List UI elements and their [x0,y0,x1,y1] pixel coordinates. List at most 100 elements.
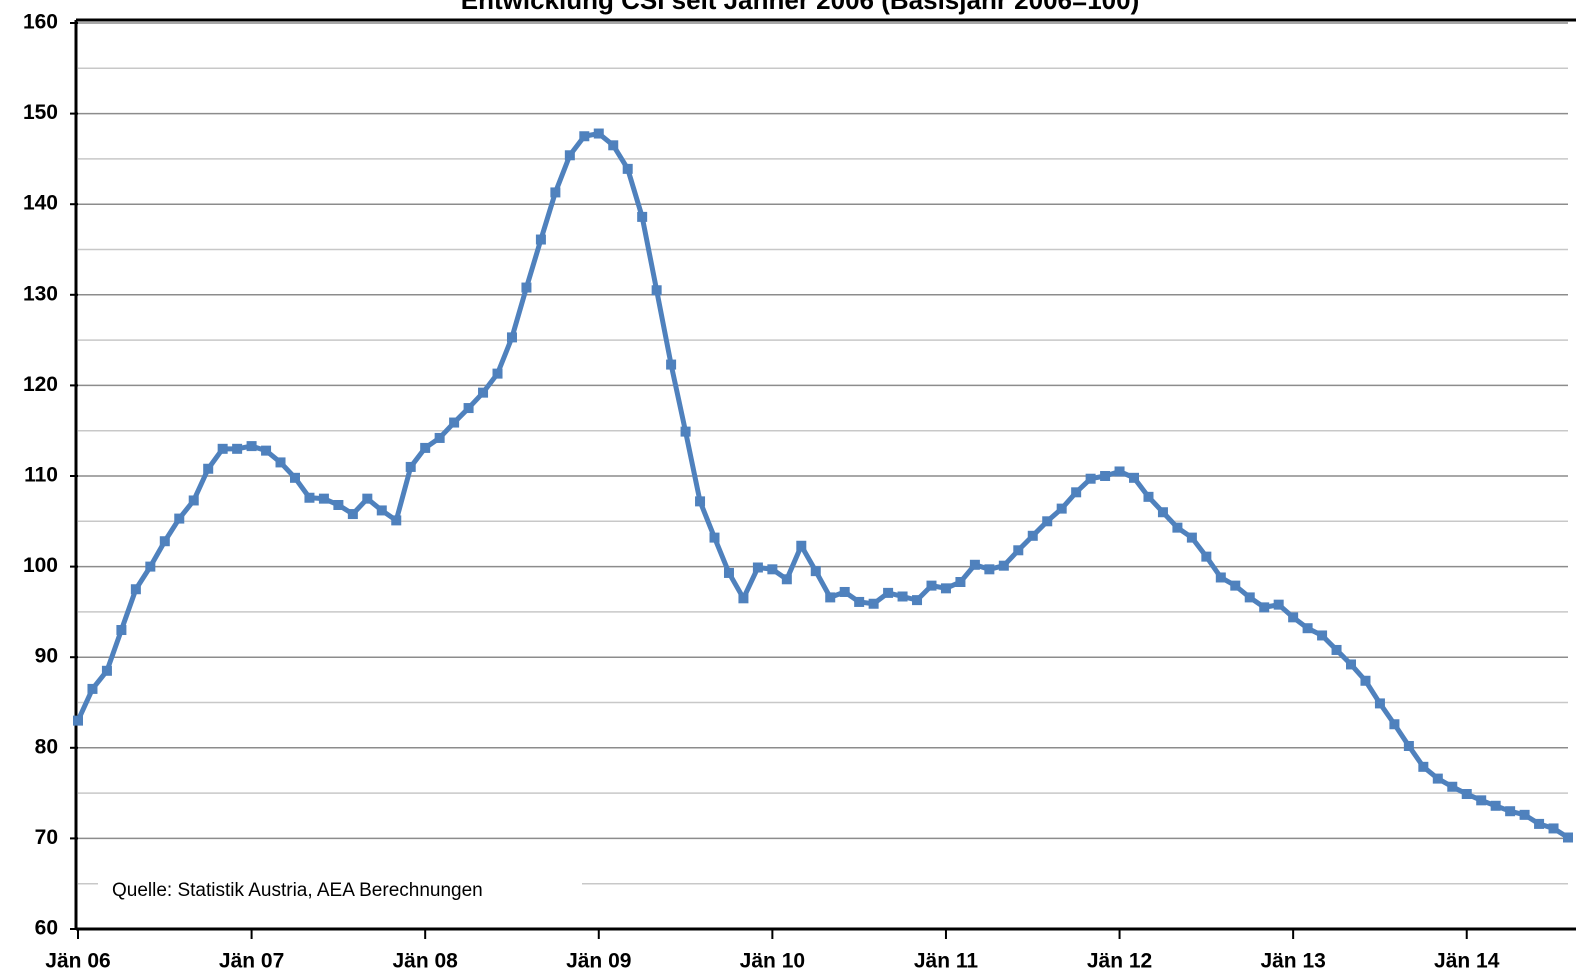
x-tick-label: Jän 09 [566,950,631,973]
marker [926,580,937,591]
marker [883,587,894,598]
marker [506,332,517,343]
marker [174,513,185,524]
marker [1215,572,1226,583]
marker [116,625,127,636]
marker [1172,522,1183,533]
marker [1201,551,1212,562]
marker [1157,507,1168,518]
marker [1071,487,1082,498]
marker [1490,800,1501,811]
marker [1519,809,1530,820]
marker [1013,545,1024,556]
marker [998,560,1009,571]
marker [87,683,98,694]
marker [940,583,951,594]
marker [347,509,358,520]
marker [1259,602,1270,613]
marker [1389,719,1400,730]
marker [1317,630,1328,641]
marker [478,387,489,398]
marker [289,472,300,483]
marker [1302,623,1313,634]
marker [955,577,966,588]
marker [535,234,546,245]
marker [217,443,228,454]
marker [405,461,416,472]
marker [637,211,648,222]
marker [362,493,373,504]
marker [781,574,792,585]
marker [1505,806,1516,817]
annotation: Quelle: Statistik Austria, AEA Berechnun… [112,880,483,901]
marker [1100,471,1111,481]
marker [1230,580,1241,591]
marker [1447,781,1458,792]
marker [695,496,706,507]
marker [1563,832,1573,843]
y-tick-label: 80 [35,735,58,758]
marker [73,715,83,726]
x-tick-label: Jän 10 [740,950,805,973]
x-tick-label: Jän 07 [219,950,284,973]
marker [709,532,720,543]
y-tick-label: 120 [23,373,58,396]
marker [463,403,474,414]
marker [593,128,604,139]
marker [275,457,286,468]
marker [434,432,445,443]
marker [666,359,677,370]
marker [839,586,850,597]
marker [130,584,141,595]
marker [912,595,923,606]
marker [145,561,156,572]
y-tick-label: 60 [35,917,58,940]
marker [1432,773,1443,784]
x-tick-label: Jän 13 [1260,950,1325,973]
marker [203,463,214,474]
marker [420,442,431,453]
marker [521,282,532,293]
series-line [75,131,1570,840]
marker [738,593,749,604]
marker [1403,740,1414,751]
marker [333,499,344,510]
marker [1418,761,1429,772]
marker [318,493,329,504]
marker [608,140,619,151]
marker [723,567,734,578]
marker [1346,659,1357,670]
marker [1461,789,1472,800]
marker [304,492,315,503]
marker [579,131,590,142]
x-tick-label: Jän 12 [1087,950,1152,973]
marker [622,163,633,174]
marker [550,187,561,198]
marker [101,665,112,676]
marker [159,536,170,547]
marker [767,564,778,575]
marker [391,515,402,526]
chart-title: Entwicklung CSI seit Jänner 2006 (Basisj… [461,0,1140,15]
marker [1143,491,1154,502]
y-tick-label: 70 [35,826,58,849]
marker [1027,530,1038,541]
marker [1288,612,1299,623]
marker [897,591,908,602]
marker [1186,532,1197,543]
marker [969,559,980,570]
marker [1114,466,1125,477]
y-tick-label: 90 [35,645,58,668]
marker [810,566,821,577]
y-tick-label: 140 [23,192,58,215]
marker [1085,473,1096,484]
marker [1244,592,1255,603]
marker [1476,795,1487,806]
y-tick-label: 100 [23,554,58,577]
marker [796,540,807,551]
marker [1360,675,1371,686]
marker [1056,503,1067,514]
marker [1042,516,1053,527]
x-tick-label: Jän 06 [45,950,110,973]
